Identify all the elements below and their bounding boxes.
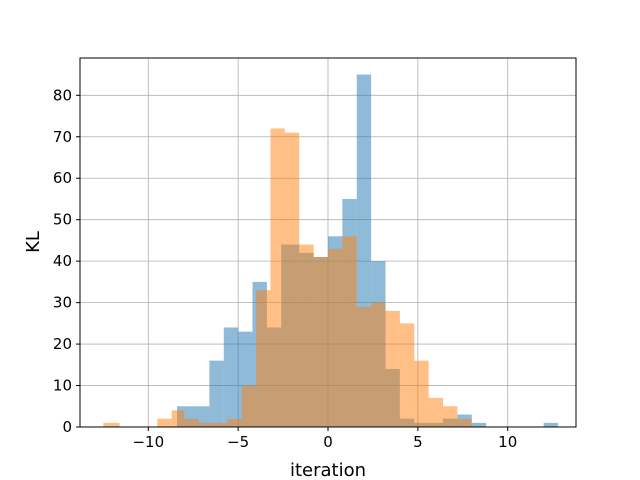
y-tick-label: 30: [53, 294, 72, 312]
y-axis-label: KL: [23, 231, 44, 253]
histogram-bar: [457, 418, 472, 427]
histogram-bar: [209, 360, 224, 427]
histogram-bar: [284, 132, 300, 427]
x-axis-label: iteration: [290, 460, 366, 480]
histogram-bar: [198, 422, 213, 427]
y-tick-label: 40: [53, 252, 72, 270]
histogram-bar: [171, 410, 185, 427]
histogram-bar: [157, 418, 172, 427]
histogram-bar: [428, 397, 444, 427]
x-tick-label: 10: [498, 433, 517, 451]
histogram-bar: [328, 248, 343, 427]
histogram-bar: [443, 406, 458, 427]
y-tick-label: 70: [53, 128, 72, 146]
histogram-bar: [313, 257, 328, 427]
x-tick-label: 0: [323, 433, 333, 451]
y-tick-label: 0: [62, 418, 72, 436]
histogram-bar: [212, 422, 228, 427]
histogram-bar: [299, 244, 314, 427]
axis-ticks: −10 −5 0 5 10 0 10 20 30 40 50 60 70 80: [53, 86, 517, 451]
histogram-bar: [543, 422, 559, 427]
y-tick-label: 10: [53, 377, 72, 395]
histogram-bar: [103, 422, 120, 427]
histogram-bar: [270, 128, 285, 427]
y-tick-label: 60: [53, 169, 72, 187]
x-tick-label: −10: [132, 433, 164, 451]
y-tick-label: 80: [53, 86, 72, 104]
histogram-bar: [414, 360, 429, 427]
x-tick-label: −5: [227, 433, 249, 451]
histogram-bar: [184, 418, 199, 427]
histogram-bar: [223, 327, 239, 427]
y-tick-label: 20: [53, 335, 72, 353]
histogram-bar: [399, 323, 415, 427]
histogram-bar: [471, 422, 487, 427]
histogram-bar: [385, 310, 400, 427]
histogram-bar: [342, 236, 357, 427]
histogram-bar: [371, 302, 386, 427]
histogram-bar: [227, 418, 242, 427]
histogram-bar: [241, 385, 257, 427]
histogram-bars: [103, 74, 559, 428]
y-tick-label: 50: [53, 211, 72, 229]
x-tick-label: 5: [413, 433, 423, 451]
histogram-bar: [356, 306, 372, 427]
histogram-bar: [256, 290, 271, 427]
